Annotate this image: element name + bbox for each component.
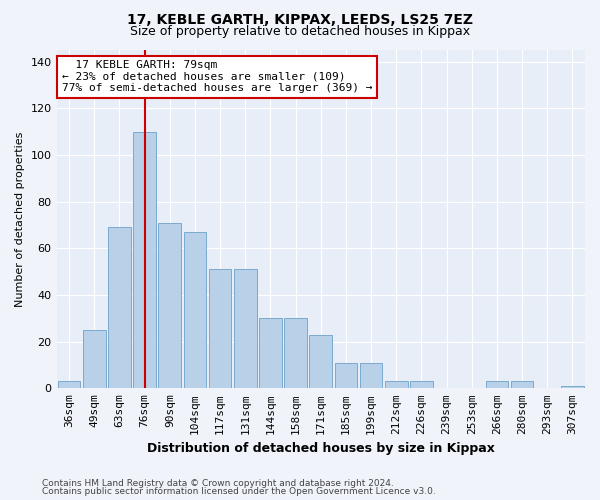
Text: 17 KEBLE GARTH: 79sqm
← 23% of detached houses are smaller (109)
77% of semi-det: 17 KEBLE GARTH: 79sqm ← 23% of detached … — [62, 60, 373, 94]
Bar — [234, 270, 257, 388]
Bar — [485, 382, 508, 388]
Bar — [108, 228, 131, 388]
Bar — [511, 382, 533, 388]
Bar — [259, 318, 282, 388]
Bar — [561, 386, 584, 388]
Bar — [83, 330, 106, 388]
Bar — [58, 382, 80, 388]
Bar — [209, 270, 232, 388]
Bar — [158, 222, 181, 388]
Bar — [184, 232, 206, 388]
Bar — [310, 334, 332, 388]
X-axis label: Distribution of detached houses by size in Kippax: Distribution of detached houses by size … — [147, 442, 495, 455]
Text: Size of property relative to detached houses in Kippax: Size of property relative to detached ho… — [130, 25, 470, 38]
Bar — [133, 132, 156, 388]
Bar — [284, 318, 307, 388]
Bar — [360, 362, 382, 388]
Text: Contains HM Land Registry data © Crown copyright and database right 2024.: Contains HM Land Registry data © Crown c… — [42, 478, 394, 488]
Y-axis label: Number of detached properties: Number of detached properties — [15, 132, 25, 307]
Bar — [410, 382, 433, 388]
Text: Contains public sector information licensed under the Open Government Licence v3: Contains public sector information licen… — [42, 487, 436, 496]
Text: 17, KEBLE GARTH, KIPPAX, LEEDS, LS25 7EZ: 17, KEBLE GARTH, KIPPAX, LEEDS, LS25 7EZ — [127, 12, 473, 26]
Bar — [385, 382, 407, 388]
Bar — [335, 362, 357, 388]
